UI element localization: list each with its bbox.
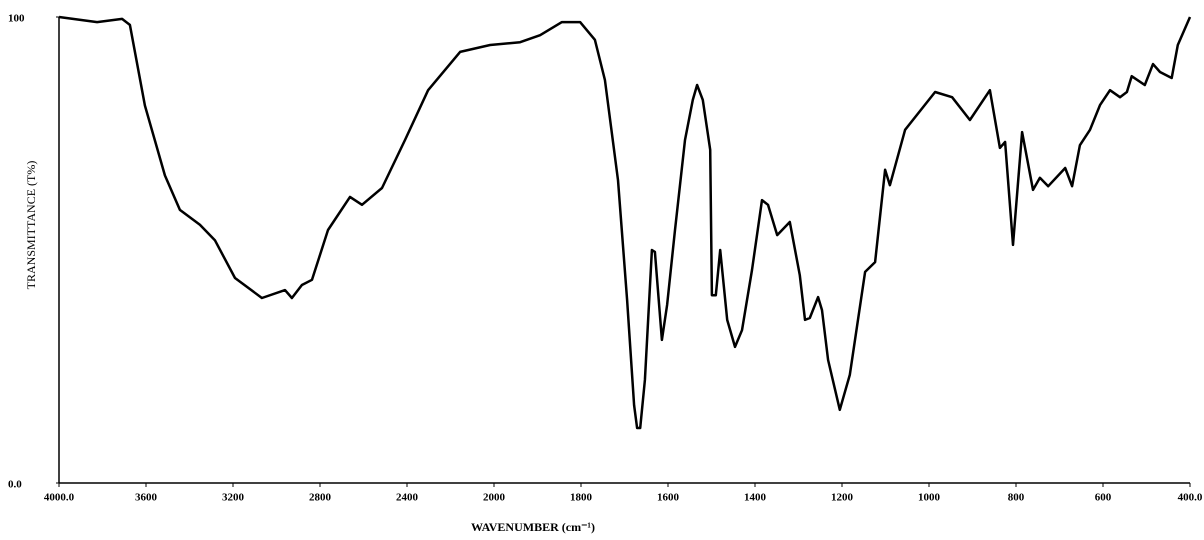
- x-tick-label: 600: [1095, 492, 1112, 504]
- x-tick-label: 2400: [396, 492, 419, 504]
- x-tick-label: 3600: [135, 492, 158, 504]
- x-tick-label: 1000: [918, 492, 941, 504]
- x-tick-label: 2000: [483, 492, 506, 504]
- x-tick-label: 800: [1008, 492, 1025, 504]
- x-tick-label: 1200: [831, 492, 854, 504]
- x-tick-label: 1400: [744, 492, 767, 504]
- x-tick-label: 1600: [657, 492, 680, 504]
- y-tick-label: 100: [8, 13, 25, 25]
- x-tick-label: 400.0: [1178, 492, 1203, 504]
- x-tick-label: 2800: [309, 492, 332, 504]
- x-tick-label: 3200: [222, 492, 245, 504]
- x-tick-label: 4000.0: [44, 492, 75, 504]
- x-axis-label: WAVENUMBER (cm⁻¹): [471, 520, 595, 534]
- y-tick-label: 0.0: [8, 479, 22, 491]
- x-tick-label: 1800: [570, 492, 593, 504]
- y-axis-label: TRANSMITTANCE (T%): [24, 161, 38, 290]
- spectrum-line: [58, 15, 1192, 430]
